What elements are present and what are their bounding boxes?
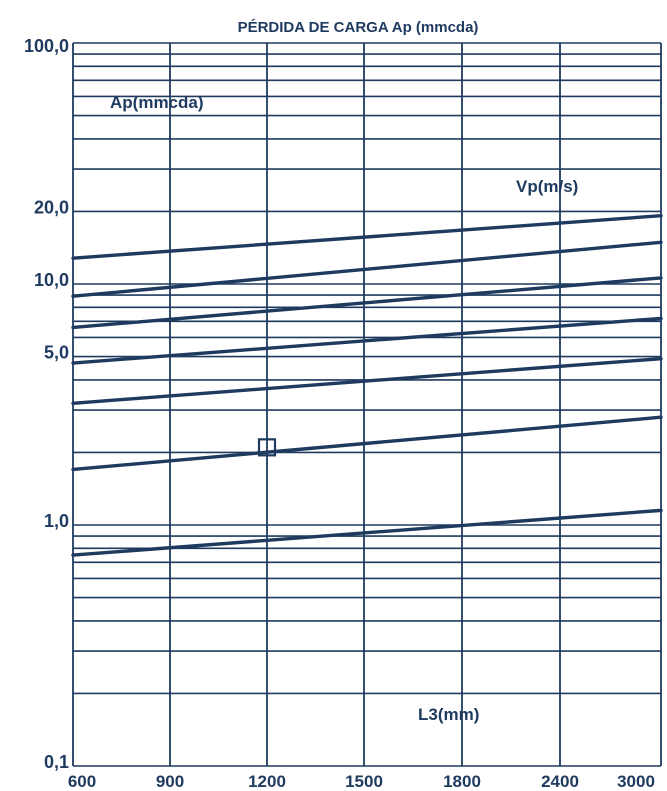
x-tick-labels: 600 900 1200 1500 1800 2400 3000	[68, 772, 655, 791]
series-line	[71, 276, 663, 330]
operating-point-marker	[257, 438, 277, 457]
y-tick-label: 0,1	[44, 752, 69, 772]
chart-title: PÉRDIDA DE CARGA Ap (mmcda)	[238, 19, 479, 36]
series-line	[71, 356, 663, 405]
y-tick-label: 100,0	[24, 36, 69, 56]
series-line	[71, 415, 663, 472]
y-tick-label: 1,0	[44, 511, 69, 531]
y-tick-label: 20,0	[34, 197, 69, 217]
x-tick-label: 1200	[248, 772, 286, 791]
horizontal-gridlines	[73, 42, 661, 767]
vertical-gridlines	[72, 43, 662, 766]
series-label: Vp(m/s)	[516, 177, 578, 196]
y-tick-label: 10,0	[34, 270, 69, 290]
series-line	[71, 214, 663, 260]
x-tick-label: 3000	[617, 772, 655, 791]
series-line	[71, 240, 663, 298]
x-tick-label: 1800	[443, 772, 481, 791]
x-tick-label: 600	[68, 772, 96, 791]
series-line	[71, 508, 663, 557]
series-lines	[71, 214, 663, 557]
y-axis-label: Ap(mmcda)	[110, 93, 204, 112]
y-tick-labels: 100,0 20,0 10,0 5,0 1,0 0,1	[24, 36, 69, 772]
x-tick-label: 900	[156, 772, 184, 791]
x-axis-label: L3(mm)	[418, 705, 479, 724]
marker-layer	[257, 438, 277, 457]
x-tick-label: 1500	[345, 772, 383, 791]
x-tick-label: 2400	[541, 772, 579, 791]
series-line	[71, 316, 663, 365]
y-tick-label: 5,0	[44, 343, 69, 363]
